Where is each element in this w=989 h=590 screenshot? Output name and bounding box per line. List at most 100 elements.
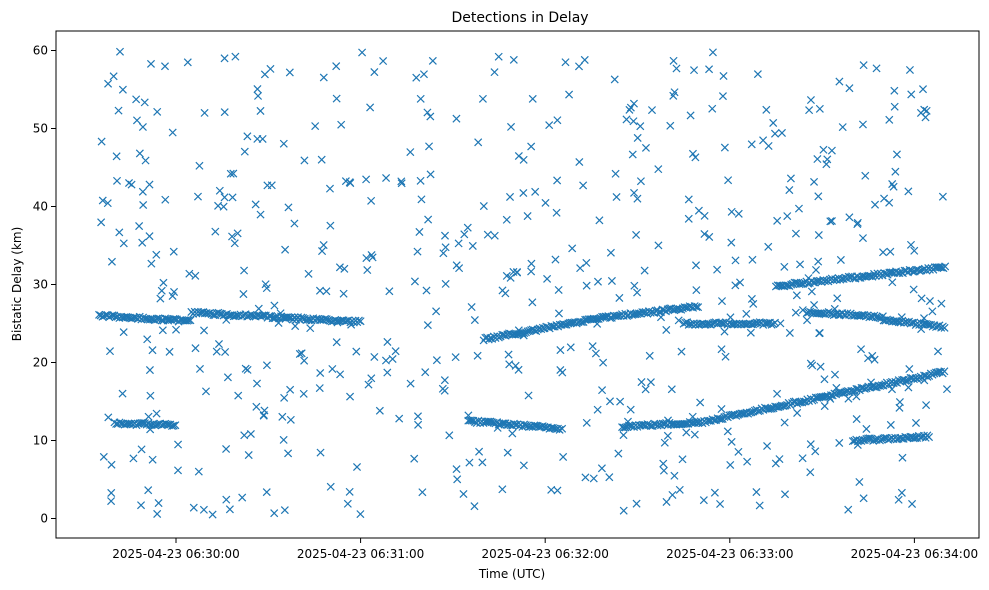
- noise-point: [556, 346, 565, 355]
- track-point: [530, 421, 539, 430]
- noise-point: [892, 150, 901, 159]
- noise-point: [147, 259, 156, 268]
- noise-point: [887, 385, 897, 394]
- noise-point: [153, 509, 162, 518]
- noise-point: [397, 179, 406, 188]
- noise-point: [137, 445, 146, 454]
- noise-point: [920, 376, 929, 385]
- noise-point: [256, 106, 265, 115]
- noise-point: [454, 239, 463, 248]
- noise-point: [165, 347, 174, 356]
- noise-point: [568, 244, 577, 253]
- noise-point: [545, 121, 554, 130]
- noise-point: [219, 202, 228, 211]
- noise-point: [143, 335, 152, 344]
- noise-point: [144, 486, 153, 495]
- x-tick-label: 2025-04-23 06:34:00: [851, 547, 978, 561]
- noise-point: [364, 380, 373, 389]
- noise-point: [794, 204, 803, 213]
- y-tick-label: 20: [33, 356, 48, 370]
- noise-point: [770, 129, 780, 138]
- noise-point: [749, 299, 758, 308]
- noise-point: [139, 200, 148, 210]
- noise-point: [556, 365, 565, 375]
- noise-point: [815, 329, 824, 338]
- noise-point: [240, 431, 249, 440]
- noise-point: [904, 187, 913, 196]
- noise-point: [675, 485, 684, 494]
- noise-point: [316, 368, 325, 378]
- noise-point: [796, 260, 805, 269]
- noise-point: [554, 309, 563, 318]
- noise-point: [168, 128, 177, 137]
- noise-point: [154, 499, 163, 508]
- noise-point: [633, 194, 642, 203]
- noise-point: [428, 56, 437, 65]
- noise-point: [256, 210, 265, 219]
- noise-point: [575, 157, 584, 167]
- noise-point: [867, 312, 876, 321]
- noise-point: [115, 228, 124, 237]
- noise-point: [383, 368, 392, 377]
- y-tick-label: 30: [33, 278, 48, 292]
- noise-point: [156, 294, 165, 303]
- noise-point: [646, 378, 655, 387]
- noise-point: [721, 352, 730, 361]
- noise-point: [615, 293, 624, 302]
- noise-point: [696, 398, 705, 407]
- noise-point: [129, 454, 138, 463]
- noise-point: [103, 199, 112, 208]
- noise-point: [160, 62, 170, 71]
- noise-point: [345, 178, 354, 187]
- noise-point: [566, 343, 575, 352]
- noise-point: [906, 240, 916, 249]
- noise-point: [552, 208, 561, 217]
- noise-point: [280, 393, 289, 402]
- noise-point: [633, 288, 642, 297]
- noise-point: [792, 291, 801, 300]
- scatter-marks: [95, 47, 951, 519]
- noise-point: [464, 411, 473, 420]
- noise-point: [318, 247, 327, 256]
- noise-point: [726, 313, 735, 322]
- track-point: [911, 374, 920, 383]
- noise-point: [423, 108, 432, 117]
- noise-point: [452, 114, 461, 123]
- noise-point: [194, 467, 203, 476]
- noise-point: [299, 389, 308, 398]
- y-axis: 0 10 20 30 40 50 60: [33, 44, 56, 526]
- noise-point: [107, 460, 116, 469]
- noise-point: [871, 200, 880, 209]
- noise-point: [383, 337, 392, 346]
- track-point: [606, 313, 615, 322]
- track-point: [820, 277, 830, 286]
- noise-point: [452, 465, 461, 474]
- noise-point: [917, 325, 926, 334]
- track-point: [715, 414, 724, 423]
- noise-point: [367, 374, 376, 383]
- track-point: [720, 412, 729, 422]
- noise-point: [925, 297, 934, 306]
- noise-point: [316, 448, 325, 457]
- noise-point: [280, 506, 289, 515]
- noise-point: [381, 356, 390, 365]
- noise-point: [201, 387, 210, 396]
- noise-point: [654, 165, 663, 174]
- noise-point: [519, 331, 528, 340]
- noise-point: [691, 153, 700, 162]
- noise-point: [835, 438, 844, 447]
- noise-point: [907, 90, 916, 99]
- noise-point: [705, 232, 714, 241]
- noise-point: [830, 304, 839, 313]
- noise-point: [498, 485, 507, 494]
- noise-point: [554, 285, 563, 294]
- y-tick-label: 0: [40, 512, 48, 526]
- noise-point: [633, 133, 642, 142]
- noise-point: [910, 246, 919, 255]
- noise-point: [561, 58, 570, 67]
- noise-point: [509, 55, 518, 64]
- track-point: [525, 422, 534, 431]
- noise-point: [904, 383, 913, 392]
- noise-point: [200, 108, 209, 117]
- noise-point: [473, 351, 482, 360]
